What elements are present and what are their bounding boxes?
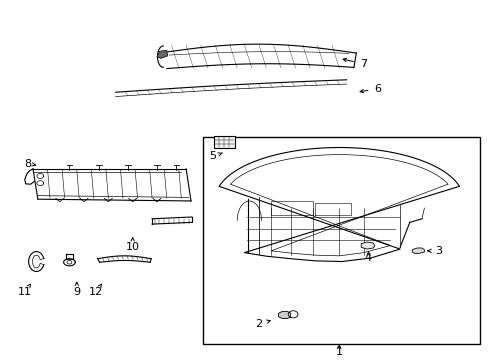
Text: 3: 3 <box>435 246 442 256</box>
Bar <box>203 137 479 343</box>
Text: 12: 12 <box>89 287 103 297</box>
Polygon shape <box>157 50 167 58</box>
Text: 7: 7 <box>359 59 366 69</box>
Text: 5: 5 <box>209 152 216 161</box>
Text: 4: 4 <box>364 253 371 263</box>
Text: 9: 9 <box>73 287 80 297</box>
Text: 11: 11 <box>18 287 32 297</box>
Polygon shape <box>278 311 290 319</box>
Text: 1: 1 <box>335 347 342 357</box>
Polygon shape <box>411 248 424 253</box>
Text: 8: 8 <box>24 158 32 168</box>
Text: 2: 2 <box>255 319 262 329</box>
Bar <box>214 136 234 148</box>
Text: 6: 6 <box>374 84 381 94</box>
Text: 10: 10 <box>125 242 140 252</box>
Polygon shape <box>361 242 374 249</box>
